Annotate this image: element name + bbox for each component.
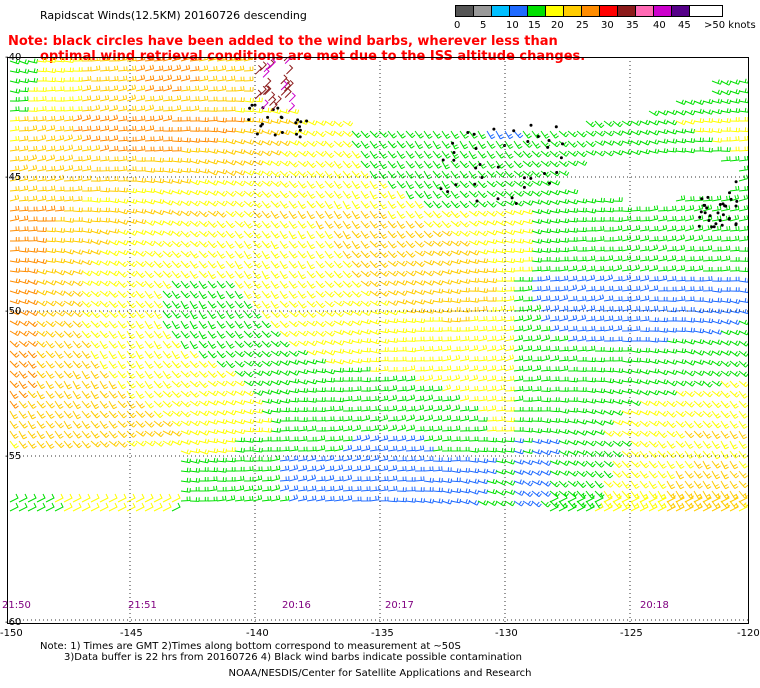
time-label: 20:18: [640, 600, 669, 611]
colorbar-swatch: [527, 5, 545, 17]
lat-label-45: -45: [5, 172, 22, 183]
lon-label-125: -125: [620, 628, 643, 639]
lon-label-130: -130: [495, 628, 518, 639]
credit-line: NOAA/NESDIS/Center for Satellite Applica…: [228, 668, 532, 679]
colorbar-tick-label: 30: [601, 20, 614, 31]
colorbar-swatch: [653, 5, 671, 17]
colorbar-tick-label: 45: [678, 20, 691, 31]
chart-title: Rapidscat Winds(12.5KM) 20160726 descend…: [40, 9, 307, 22]
map-frame: [7, 57, 749, 624]
colorbar-labels: 0 5 10 15 20 25 30 35 40 45 >50 knots: [449, 20, 760, 34]
colorbar-tick-label: 5: [480, 20, 487, 31]
colorbar-swatch: [509, 5, 527, 17]
lat-label-60: -60: [5, 617, 22, 628]
lon-label-145: -145: [120, 628, 143, 639]
wind-speed-colorbar: [455, 5, 690, 17]
colorbar-swatch: [491, 5, 509, 17]
colorbar-tick-label: 40: [653, 20, 666, 31]
colorbar-tick-label: 15: [528, 20, 541, 31]
colorbar-swatch: [455, 5, 473, 17]
colorbar-swatch: [563, 5, 581, 17]
wind-barbs: [9, 57, 749, 512]
lon-label-120: -120: [737, 628, 760, 639]
lat-lon-grid: [7, 57, 749, 624]
colorbar-swatch: [635, 5, 653, 17]
colorbar-tick-label: >50 knots: [704, 20, 756, 31]
colorbar-tick-label: 0: [454, 20, 461, 31]
colorbar-swatch: [473, 5, 491, 17]
colorbar-tick-label: 20: [551, 20, 564, 31]
lat-label-40: -40: [5, 52, 22, 63]
colorbar-swatch: [545, 5, 563, 17]
colorbar-tick-label: 25: [576, 20, 589, 31]
colorbar-swatch: [671, 5, 690, 17]
lon-label-135: -135: [371, 628, 394, 639]
bottom-notes: Note: 1) Times are GMT 2)Times along bot…: [40, 641, 522, 663]
colorbar-tick-label: 10: [506, 20, 519, 31]
bottom-note-line-2: 3)Data buffer is 22 hrs from 20160726 4)…: [64, 652, 522, 663]
colorbar-tick-label: 35: [626, 20, 639, 31]
colorbar-swatch: [581, 5, 599, 17]
lon-label-140: -140: [246, 628, 269, 639]
contamination-note-line-1: Note: black circles have been added to t…: [8, 34, 558, 49]
colorbar-swatch: [617, 5, 635, 17]
high-wind-patch: [253, 57, 296, 113]
lat-label-55: -55: [5, 451, 22, 462]
time-label: 20:17: [385, 600, 414, 611]
time-label: 21:50: [2, 600, 31, 611]
time-label: 20:16: [282, 600, 311, 611]
lon-label-150: -150: [0, 628, 23, 639]
lat-label-50: -50: [5, 306, 22, 317]
colorbar-swatch: [599, 5, 617, 17]
bottom-note-line-1: Note: 1) Times are GMT 2)Times along bot…: [40, 641, 461, 652]
wind-barb-map: [7, 57, 749, 624]
time-label: 21:51: [128, 600, 157, 611]
